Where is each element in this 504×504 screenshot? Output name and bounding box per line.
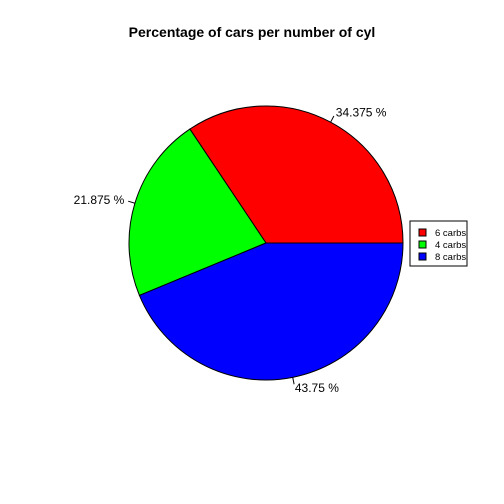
slice-label: 43.75 % — [295, 381, 339, 395]
legend-label: 4 carbs — [435, 240, 466, 251]
chart-title: Percentage of cars per number of cyl — [129, 24, 376, 40]
legend-swatch — [418, 228, 427, 237]
slice-label-tick — [128, 200, 136, 204]
legend-swatch — [418, 252, 427, 261]
legend-label: 8 carbs — [435, 252, 466, 263]
legend-label: 6 carbs — [435, 228, 466, 239]
slice-label: 34.375 % — [336, 105, 387, 119]
slice-label-tick — [330, 115, 335, 123]
slice-labels: 34.375 % 21.875 % 43.75 % — [74, 105, 387, 395]
legend-swatch — [418, 240, 427, 249]
pie-slice — [138, 242, 404, 381]
slice-label: 21.875 % — [74, 193, 125, 207]
pie-slices — [128, 105, 404, 381]
slice-label-tick — [292, 377, 295, 385]
